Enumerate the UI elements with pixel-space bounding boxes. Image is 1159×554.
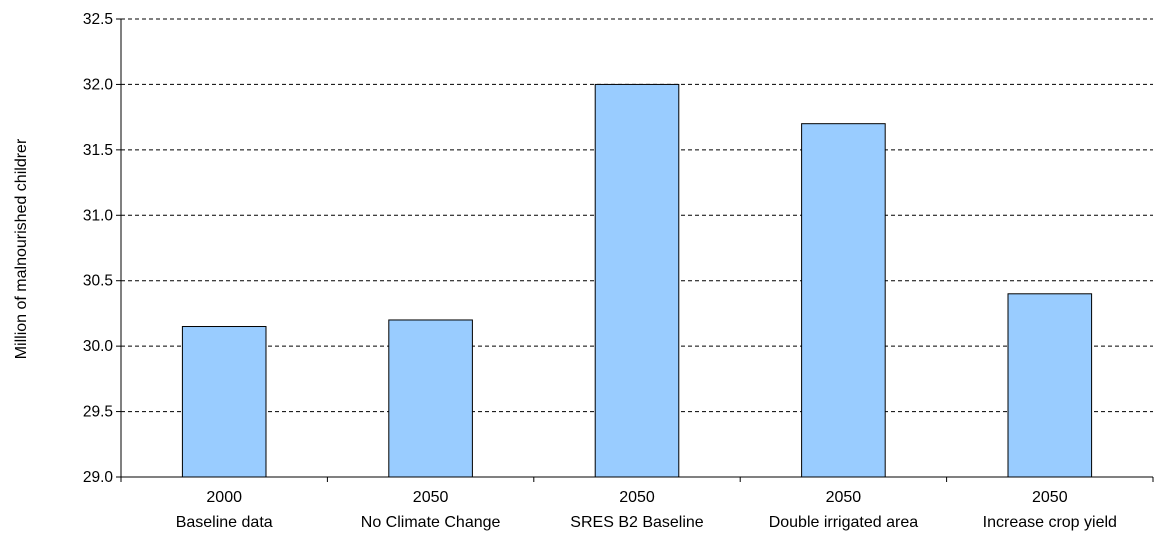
y-tick-label: 32.5 xyxy=(83,11,113,28)
x-tick-label-year: 2050 xyxy=(619,489,655,506)
x-tick-label-scenario: Double irrigated area xyxy=(769,514,919,531)
x-tick-label-year: 2000 xyxy=(206,489,242,506)
bar xyxy=(388,319,473,478)
x-tick-label-scenario: No Climate Change xyxy=(361,514,501,531)
y-tick-label: 31.0 xyxy=(83,207,114,224)
x-tick-label-year: 2050 xyxy=(826,489,862,506)
gridlines xyxy=(121,18,1153,413)
x-tick-label-year: 2050 xyxy=(413,489,449,506)
y-tick-label: 29.0 xyxy=(83,469,114,486)
x-tick-label-year: 2050 xyxy=(1032,489,1068,506)
y-tick-label: 30.0 xyxy=(83,338,114,355)
x-tick-label-scenario: Baseline data xyxy=(176,514,273,531)
y-tick-label: 31.5 xyxy=(83,142,113,159)
y-tick-label: 32.0 xyxy=(83,76,114,93)
bar xyxy=(1007,293,1093,478)
bar xyxy=(181,326,267,478)
bars xyxy=(181,83,1093,478)
y-axis-title: Million of malnourished childrer xyxy=(13,138,30,359)
bar xyxy=(594,83,680,478)
bar xyxy=(801,123,886,478)
tick-labels: 29.0 29.5 30.0 30.5 31.0 31.5 32.0 32.5 2000 Base… xyxy=(83,11,1117,531)
x-tick-label-scenario: SRES B2 Baseline xyxy=(570,514,704,531)
x-tick-label-scenario: Increase crop yield xyxy=(983,514,1117,531)
y-tick-label: 29.5 xyxy=(83,404,113,421)
y-tick-label: 30.5 xyxy=(83,273,113,290)
axes xyxy=(116,18,1154,482)
